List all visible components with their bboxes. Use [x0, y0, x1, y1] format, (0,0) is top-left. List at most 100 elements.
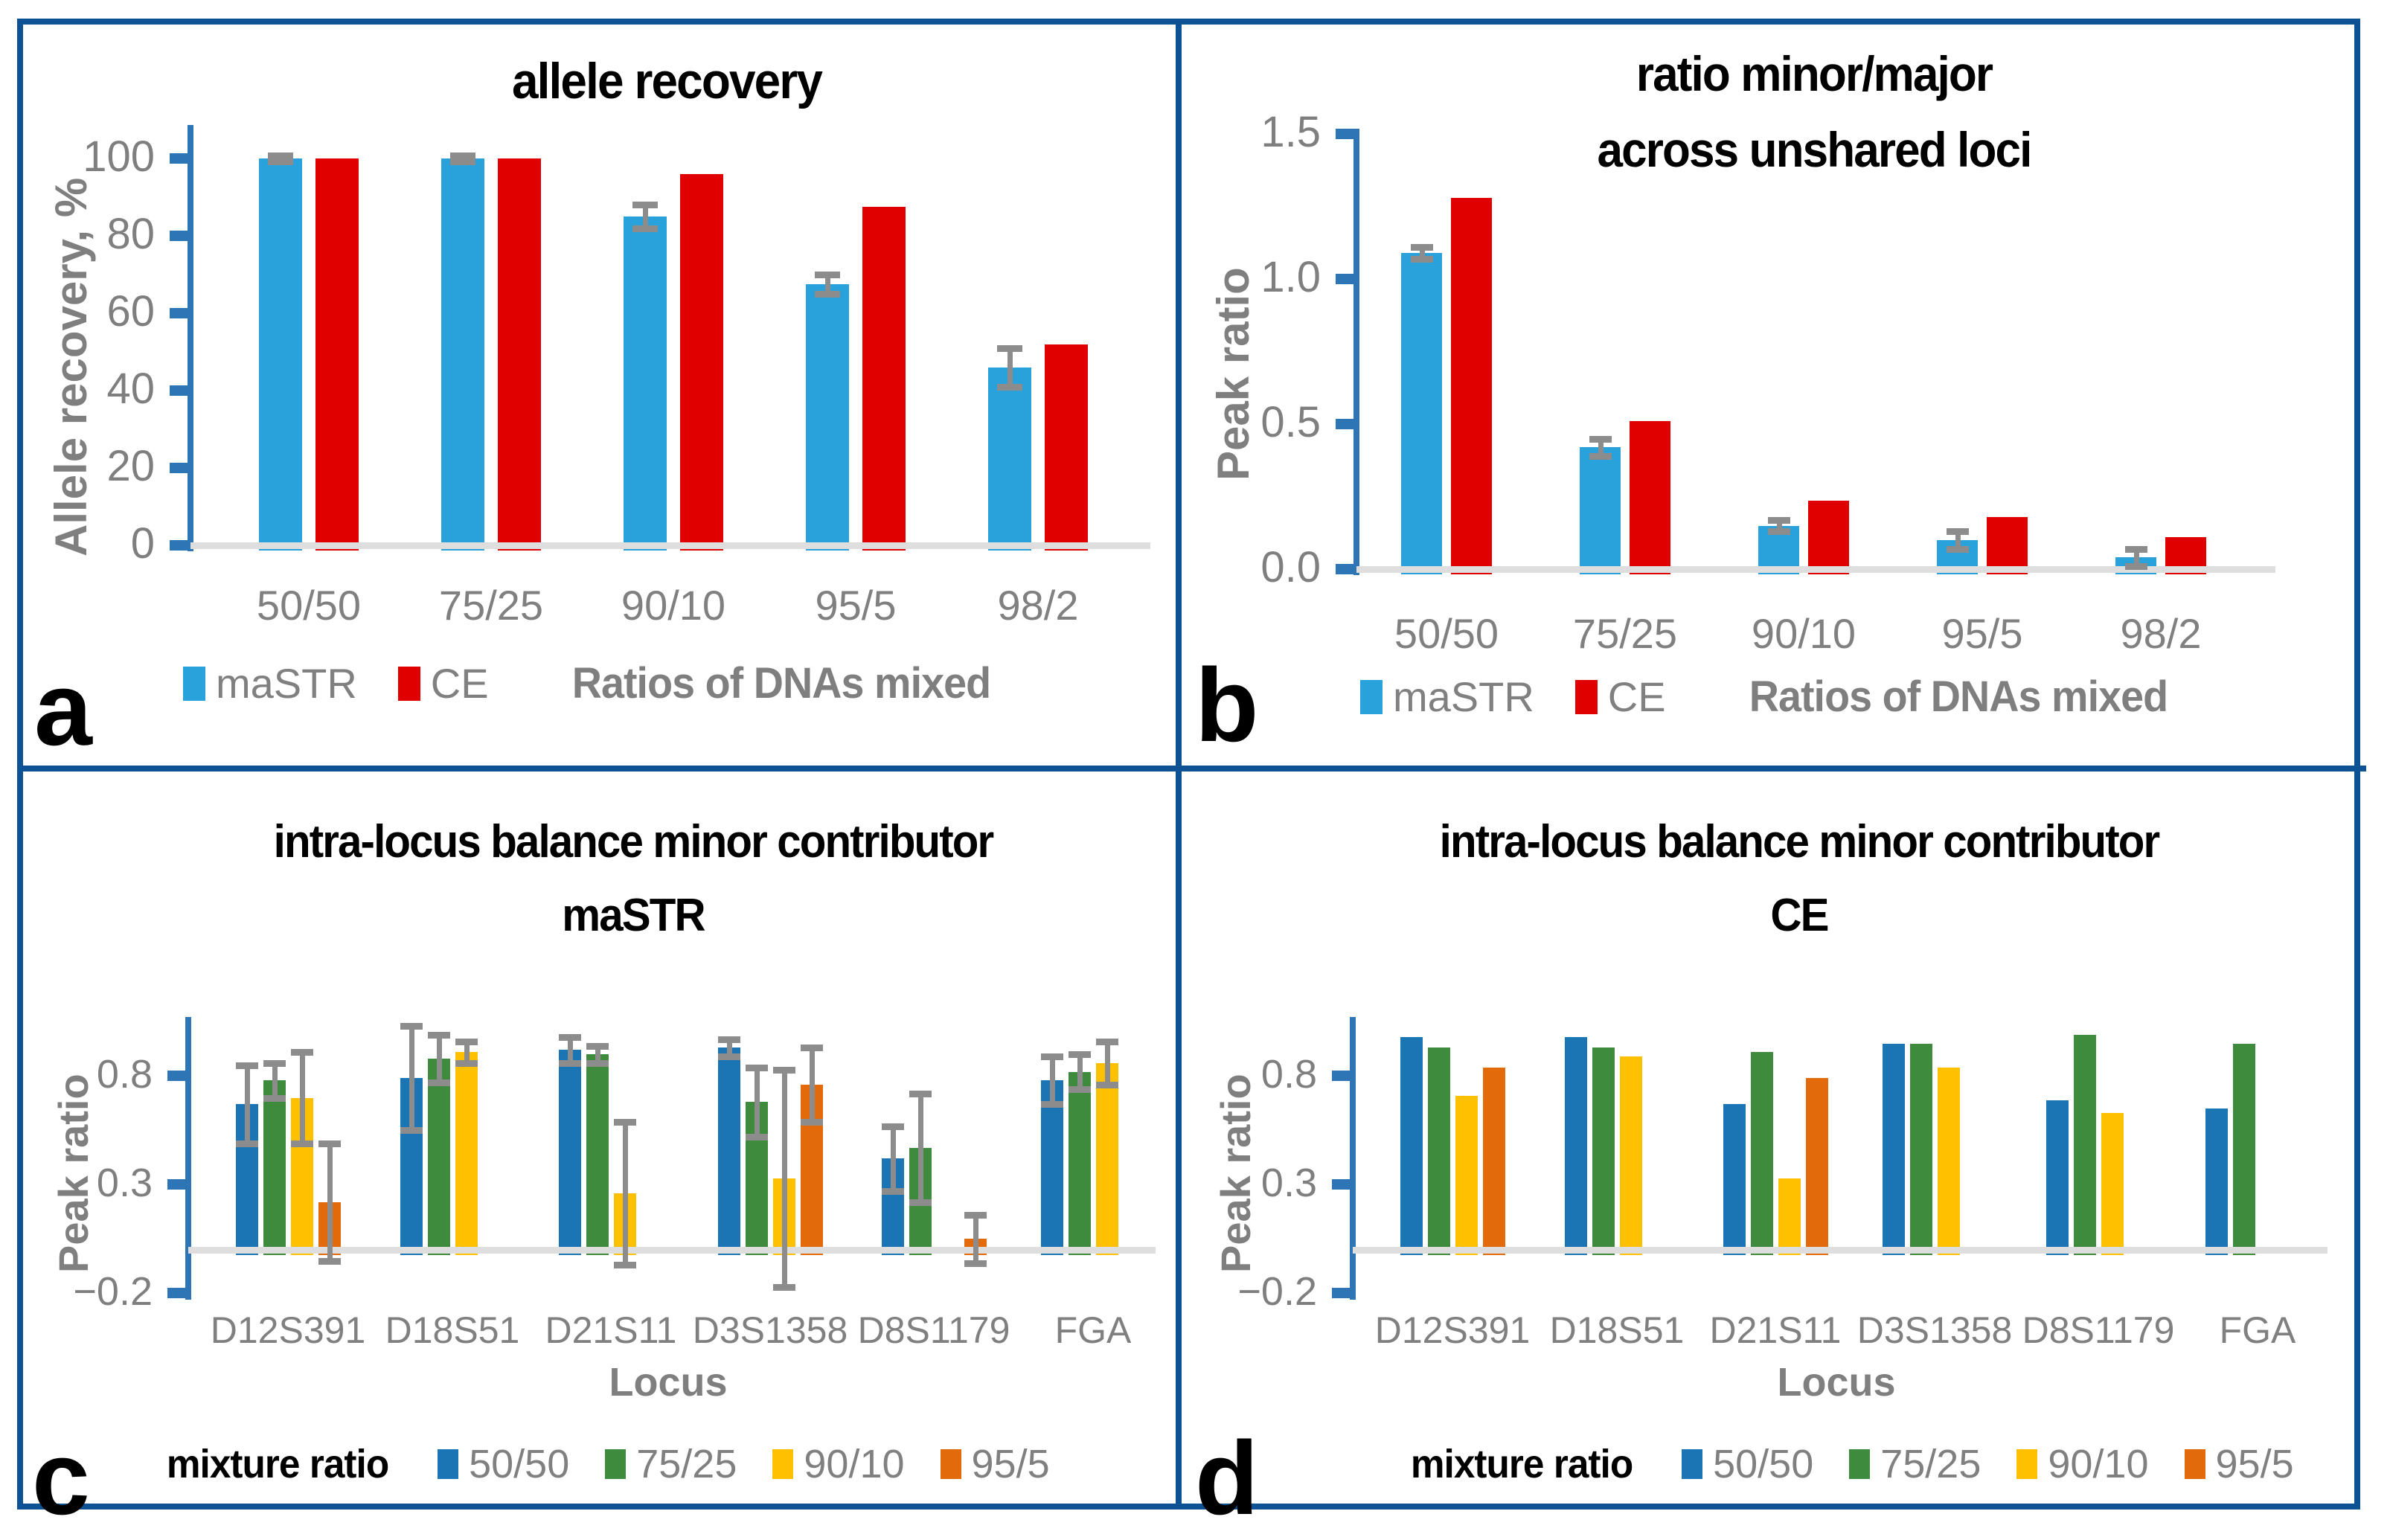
error-cap-top	[745, 1064, 768, 1071]
bar-CE-75/25	[498, 158, 541, 551]
error-cap-bottom	[318, 1257, 341, 1265]
y-tick-mark	[1336, 564, 1356, 574]
legend-label: 90/10	[2048, 1442, 2149, 1486]
legend-swatch-icon	[1682, 1449, 1703, 1479]
error-bar-maSTR-98/2	[1007, 347, 1013, 387]
error-cap-top	[909, 1090, 932, 1097]
y-tick-label: −0.2	[1237, 1268, 1317, 1314]
legend-item-CE: CE	[397, 659, 489, 708]
bar-CE-75/25	[1630, 421, 1670, 574]
legend-item-maSTR: maSTR	[183, 659, 357, 708]
error-cap-bottom	[586, 1059, 609, 1067]
bar-75/25-D18S51	[1592, 1047, 1615, 1255]
title-line: intra-locus balance minor contributor	[1439, 816, 2161, 867]
error-cap-bottom	[909, 1199, 932, 1206]
bar-50/50-FGA	[1040, 1080, 1063, 1255]
error-cap-top	[1410, 244, 1433, 251]
y-tick-label: 0.0	[1260, 543, 1321, 592]
legend-label: maSTR	[1393, 673, 1534, 720]
y-tick-label: 0.8	[1260, 1051, 1317, 1097]
error-cap-top	[997, 344, 1022, 352]
error-bar-maSTR-98/2	[2133, 548, 2139, 567]
y-tick-mark	[1332, 1179, 1353, 1190]
legend-label: 75/25	[1880, 1442, 1981, 1486]
bar-90/10-D8S1179	[2101, 1113, 2124, 1255]
error-cap-bottom	[263, 1094, 286, 1102]
error-cap-top	[268, 152, 293, 159]
bar-maSTR-50/50	[1401, 252, 1442, 574]
error-bar-90/10-D18S51	[464, 1041, 470, 1063]
legend-label: CE	[1607, 673, 1666, 720]
error-bar-maSTR-95/5	[1955, 531, 1961, 549]
error-cap-top	[1767, 516, 1790, 524]
legend-item-50/50: 50/50	[438, 1441, 569, 1487]
error-cap-top	[1095, 1038, 1118, 1045]
y-tick-label: 0.5	[1260, 398, 1321, 447]
error-cap-bottom	[745, 1134, 768, 1141]
error-bar-90/10-D12S391	[299, 1052, 305, 1143]
error-bar-50/50-D12S391	[244, 1065, 250, 1143]
error-bar-75/25-D8S1179	[917, 1093, 923, 1202]
error-cap-bottom	[1068, 1085, 1091, 1093]
error-bar-maSTR-50/50	[1419, 247, 1425, 259]
error-cap-bottom	[455, 1059, 478, 1067]
error-cap-top	[558, 1033, 581, 1041]
error-cap-top	[800, 1045, 823, 1052]
error-cap-bottom	[800, 1118, 823, 1126]
error-cap-top	[815, 272, 840, 278]
title-line: intra-locus balance minor contributor	[273, 816, 995, 867]
error-cap-bottom	[558, 1059, 581, 1067]
legend-swatch-icon	[2016, 1449, 2038, 1479]
x-axis-baseline	[1353, 1247, 2327, 1254]
bar-95/5-D21S11	[1805, 1078, 1828, 1255]
panel-letter-b: b	[1195, 647, 1259, 763]
y-tick-mark	[170, 231, 190, 241]
error-cap-top	[235, 1062, 258, 1069]
legend-label: 50/50	[1713, 1442, 1814, 1486]
y-tick-label: 1.0	[1260, 253, 1321, 302]
bar-maSTR-90/10	[624, 216, 667, 551]
bar-90/10-FGA	[1095, 1062, 1118, 1255]
panel-d: intra-locus balance minor contributor CE…	[1182, 771, 2366, 1530]
figure-border	[17, 19, 2360, 1509]
legend-d: mixture ratio 50/50 75/25 90/10 95/5	[1405, 1441, 2294, 1487]
title-line: ratio minor/major	[1635, 46, 1993, 101]
legend-swatch-icon	[605, 1449, 627, 1479]
error-cap-top	[318, 1140, 341, 1147]
x-category-label: D12S391	[1374, 1309, 1531, 1351]
error-cap-top	[964, 1212, 987, 1219]
error-cap-bottom	[964, 1260, 987, 1267]
legend-swatch-icon	[1360, 679, 1383, 714]
legend-label: 95/5	[2215, 1442, 2294, 1486]
y-tick-mark	[167, 1179, 188, 1190]
panel-letter-d: d	[1195, 1419, 1259, 1536]
plot-area-a: 0 20 40 60 80 100 50/50 75/25 90/10 95/5 98/2	[23, 25, 1176, 766]
error-cap-bottom	[997, 383, 1022, 391]
bar-75/25-FGA	[1068, 1071, 1091, 1255]
error-cap-top	[1040, 1053, 1063, 1061]
bar-CE-50/50	[1451, 197, 1492, 574]
bar-CE-90/10	[1808, 501, 1849, 574]
bar-75/25-D21S11	[1750, 1052, 1773, 1255]
legend-c: mixture ratio 50/50 75/25 90/10 95/5	[161, 1441, 1050, 1487]
legend-item-75/25: 75/25	[605, 1441, 737, 1487]
x-category-label: 75/25	[1572, 610, 1678, 657]
error-bar-75/25-D21S11	[595, 1045, 600, 1063]
y-tick-mark	[170, 540, 190, 551]
bar-75/25-D21S11	[586, 1054, 609, 1255]
error-cap-top	[881, 1123, 904, 1130]
legend-item-90/10: 90/10	[2016, 1441, 2149, 1487]
bar-95/5-D12S391	[1482, 1067, 1505, 1255]
error-bar-95/5-D8S1179	[973, 1215, 978, 1263]
bar-90/10-D18S51	[1619, 1056, 1642, 1255]
bar-50/50-D3S1358	[717, 1047, 740, 1255]
error-cap-bottom	[613, 1262, 636, 1269]
y-axis-line	[1353, 129, 1359, 575]
x-category-label: D8S1179	[857, 1309, 1010, 1351]
bar-90/10-D3S1358	[1937, 1067, 1960, 1255]
error-cap-top	[455, 1038, 478, 1045]
x-category-label: 50/50	[1394, 610, 1499, 657]
error-bar-75/25-D3S1358	[754, 1067, 760, 1138]
x-axis-title: Ratios of DNAs mixed	[1749, 673, 2168, 721]
